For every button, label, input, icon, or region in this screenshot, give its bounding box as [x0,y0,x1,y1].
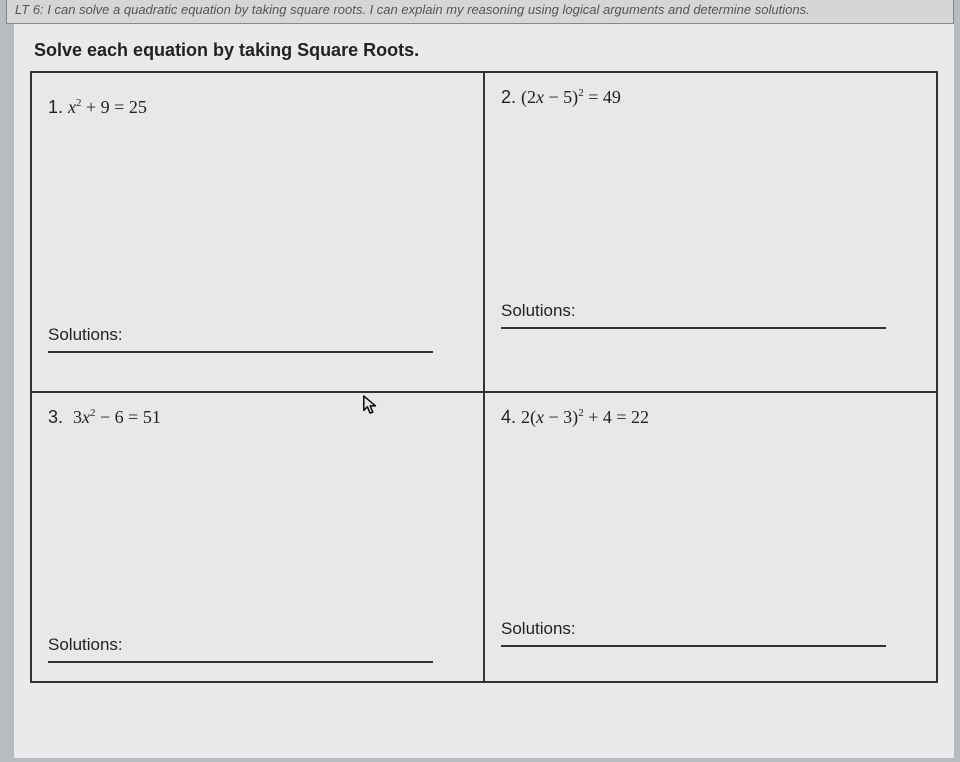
page-title: Solve each equation by taking Square Roo… [30,34,938,71]
solutions-line [48,351,433,353]
solutions-line [501,645,886,647]
solutions-label: Solutions: [48,325,467,345]
solutions-block: Solutions: [48,325,467,353]
problem-number: 2. [501,87,516,107]
problem-cell-3: 3. 3x2 − 6 = 51 Solutions: [31,392,484,682]
problem-equation: x2 + 9 = 25 [68,97,147,117]
solutions-block: Solutions: [501,301,920,329]
solutions-line [48,661,433,663]
problem-equation: 3x2 − 6 = 51 [73,407,161,427]
learning-target-banner: LT 6: I can solve a quadratic equation b… [6,0,954,24]
solutions-label: Solutions: [501,301,920,321]
problem-number: 1. [48,97,63,117]
problem-3: 3. 3x2 − 6 = 51 [48,407,467,428]
solutions-label: Solutions: [501,619,920,639]
solutions-block: Solutions: [48,635,467,663]
solutions-block: Solutions: [501,619,920,647]
problem-grid: 1. x2 + 9 = 25 Solutions: 2. (2x − 5)2 =… [30,71,938,683]
problem-cell-2: 2. (2x − 5)2 = 49 Solutions: [484,72,937,392]
problem-equation: (2x − 5)2 = 49 [521,87,621,107]
worksheet-page: Solve each equation by taking Square Roo… [14,24,954,758]
problem-4: 4. 2(x − 3)2 + 4 = 22 [501,407,920,428]
problem-number: 3. [48,407,63,427]
problem-cell-1: 1. x2 + 9 = 25 Solutions: [31,72,484,392]
problem-equation: 2(x − 3)2 + 4 = 22 [521,407,649,427]
solutions-label: Solutions: [48,635,467,655]
problem-cell-4: 4. 2(x − 3)2 + 4 = 22 Solutions: [484,392,937,682]
problem-2: 2. (2x − 5)2 = 49 [501,87,920,108]
learning-target-text: LT 6: I can solve a quadratic equation b… [15,2,810,17]
problem-number: 4. [501,407,516,427]
problem-1: 1. x2 + 9 = 25 [48,87,467,118]
solutions-line [501,327,886,329]
